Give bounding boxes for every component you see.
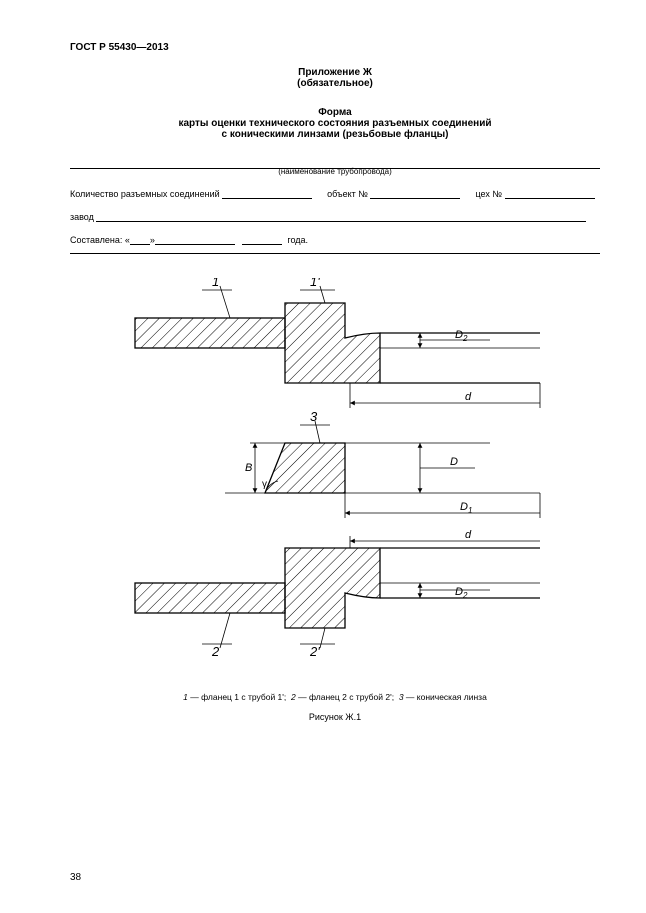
- object-blank: [370, 188, 460, 199]
- composed-c: года.: [287, 235, 308, 245]
- plant-blank: [96, 211, 586, 222]
- qty-row: Количество разъемных соединений объект №…: [70, 188, 600, 199]
- form-title: Форма: [70, 107, 600, 118]
- shop-blank: [505, 188, 595, 199]
- plant-row: завод: [70, 211, 600, 222]
- object-label: объект №: [327, 189, 368, 199]
- composed-row: Составлена: «» года.: [70, 234, 600, 245]
- pipe-name-caption: (наименование трубопровода): [70, 167, 600, 176]
- appendix-sub: (обязательное): [70, 78, 600, 89]
- qty-blank: [222, 188, 312, 199]
- dim-d-top: d: [465, 391, 472, 403]
- dim-gamma: γ: [262, 479, 267, 490]
- label-1p: 1': [310, 278, 320, 289]
- figure-legend: 1 — фланец 1 с трубой 1'; 2 — фланец 2 с…: [70, 692, 600, 702]
- dim-D2-bot: D2: [455, 586, 468, 600]
- day-blank: [130, 234, 150, 245]
- qty-label: Количество разъемных соединений: [70, 189, 220, 199]
- year-blank: [242, 234, 282, 245]
- composed-a: Составлена: «: [70, 235, 130, 245]
- dim-d-bot: d: [465, 529, 472, 541]
- dim-B: B: [245, 462, 252, 474]
- dim-D2-top: D2: [455, 329, 468, 343]
- dim-D1: D1: [460, 501, 472, 515]
- page-number: 38: [70, 872, 81, 883]
- gost-code: ГОСТ Р 55430—2013: [70, 42, 600, 53]
- dim-D: D: [450, 456, 458, 468]
- shop-label: цех №: [476, 189, 503, 199]
- separator: [70, 253, 600, 254]
- form-sub2: с коническими линзами (резьбовые фланцы): [70, 129, 600, 140]
- appendix-title: Приложение Ж: [70, 67, 600, 78]
- label-2p: 2': [309, 644, 320, 659]
- figure-zh1: 1 1' D2 d 3 B γ D D1: [120, 278, 550, 678]
- label-2: 2: [211, 644, 220, 659]
- figure-caption: Рисунок Ж.1: [70, 712, 600, 722]
- label-1: 1: [212, 278, 219, 289]
- form-sub1: карты оценки технического состояния разъ…: [70, 118, 600, 129]
- month-blank: [155, 234, 235, 245]
- label-3: 3: [310, 409, 318, 424]
- plant-label: завод: [70, 212, 94, 222]
